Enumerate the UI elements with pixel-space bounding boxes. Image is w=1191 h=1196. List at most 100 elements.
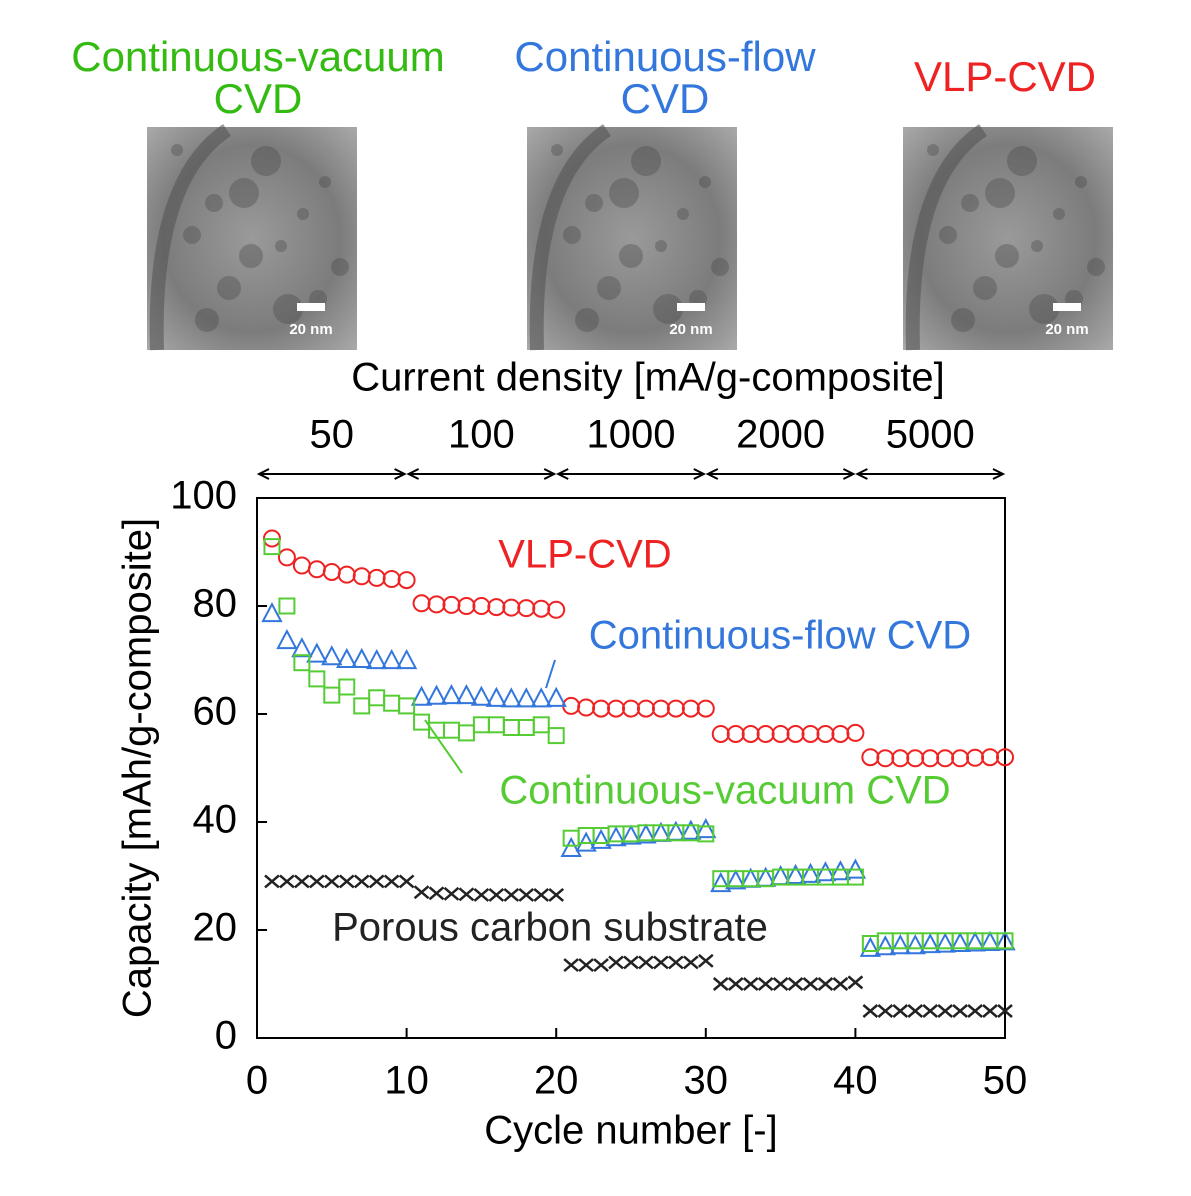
marker-triangle: [560, 836, 582, 857]
image-title: VLP-CVD: [914, 53, 1096, 100]
segment-label: 5000: [886, 413, 975, 457]
tem-texture: [1029, 294, 1059, 324]
tem-texture: [609, 178, 639, 208]
leader-line: [545, 659, 556, 689]
marker-x: [653, 955, 669, 970]
marker-circle: [636, 699, 655, 718]
marker-circle: [726, 724, 745, 743]
marker-circle: [517, 599, 536, 618]
y-tick-label: 60: [193, 690, 238, 734]
tem-texture: [951, 308, 975, 332]
marker-triangle: [725, 869, 747, 890]
marker-triangle: [485, 686, 508, 707]
series-label: Continuous-flow CVD: [589, 614, 971, 658]
marker-circle: [337, 565, 356, 584]
leader-line: [424, 719, 463, 774]
marker-triangle: [919, 932, 941, 954]
marker-triangle: [829, 860, 852, 881]
marker-square: [502, 719, 520, 736]
marker-x: [443, 886, 460, 901]
marker-circle: [532, 599, 551, 618]
marker-square: [547, 727, 565, 745]
marker-x: [877, 1004, 894, 1018]
marker-circle: [472, 597, 491, 615]
marker-circle: [891, 749, 910, 768]
tem-texture: [217, 276, 241, 300]
marker-triangle: [710, 871, 732, 893]
tem-texture: [597, 276, 621, 300]
marker-x: [518, 887, 535, 902]
x-axis-title: Cycle number [-]: [484, 1109, 777, 1153]
marker-triangle: [321, 645, 343, 666]
marker-circle: [981, 748, 1000, 767]
marker-triangle: [455, 684, 478, 705]
marker-square: [487, 716, 505, 734]
tem-texture: [183, 226, 201, 244]
marker-square: [472, 716, 490, 734]
marker-x: [533, 887, 550, 902]
marker-x: [668, 955, 684, 970]
marker-circle: [352, 567, 371, 586]
marker-triangle: [635, 823, 657, 844]
marker-triangle: [799, 862, 822, 883]
x-tick-label: 30: [684, 1059, 729, 1103]
marker-triangle: [410, 685, 433, 706]
tem-texture: [927, 144, 939, 156]
marker-triangle: [590, 828, 612, 849]
marker-circle: [921, 749, 940, 768]
marker-square: [308, 670, 326, 688]
tem-texture: [575, 308, 599, 332]
marker-circle: [292, 556, 311, 575]
marker-x: [772, 977, 789, 991]
tem-shell: [529, 124, 612, 351]
tem-texture: [319, 176, 331, 188]
tem-texture: [1007, 146, 1037, 176]
arrow-head: [705, 468, 856, 480]
marker-x: [398, 874, 415, 889]
tem-texture: [995, 244, 1019, 268]
marker-x: [548, 887, 565, 902]
marker-square: [457, 724, 475, 742]
plot-frame: [256, 497, 1006, 1039]
marker-x: [383, 874, 400, 889]
series-label: Continuous-vacuum CVD: [499, 769, 950, 813]
marker-triangle: [904, 934, 926, 955]
series-label: VLP-CVD: [498, 533, 671, 577]
marker-triangle: [949, 931, 971, 953]
marker-x: [683, 955, 699, 970]
tem-shell: [905, 124, 988, 351]
marker-circle: [771, 724, 790, 743]
segment-label: 100: [448, 413, 515, 457]
marker-circle: [457, 597, 476, 615]
marker-x: [428, 886, 445, 901]
marker-x: [638, 955, 654, 970]
tem-texture: [699, 176, 711, 188]
marker-square: [846, 868, 864, 886]
marker-circle: [412, 594, 431, 613]
marker-x: [623, 955, 639, 970]
marker-circle: [666, 699, 685, 718]
marker-x: [712, 977, 729, 991]
marker-triangle: [306, 642, 328, 663]
marker-circle: [442, 595, 461, 614]
marker-triangle: [859, 936, 882, 957]
tem-texture: [653, 294, 683, 324]
marker-x: [907, 1004, 924, 1018]
x-tick-label: 40: [833, 1059, 878, 1103]
marker-x: [473, 887, 490, 902]
arrow-head: [855, 468, 1006, 480]
tem-texture: [1087, 258, 1105, 276]
marker-circle: [622, 699, 640, 718]
top-axis-title: Current density [mA/g-composite]: [351, 356, 945, 400]
image-title: Continuous-vacuum: [71, 33, 445, 80]
tem-texture: [229, 178, 259, 208]
marker-x: [593, 958, 609, 973]
tem-shell: [149, 124, 232, 351]
y-tick-label: 100: [170, 474, 237, 518]
marker-x: [892, 1004, 909, 1018]
marker-circle: [307, 560, 326, 579]
marker-x: [413, 885, 430, 900]
marker-circle: [397, 571, 416, 590]
marker-circle: [487, 598, 506, 617]
marker-circle: [502, 598, 521, 617]
